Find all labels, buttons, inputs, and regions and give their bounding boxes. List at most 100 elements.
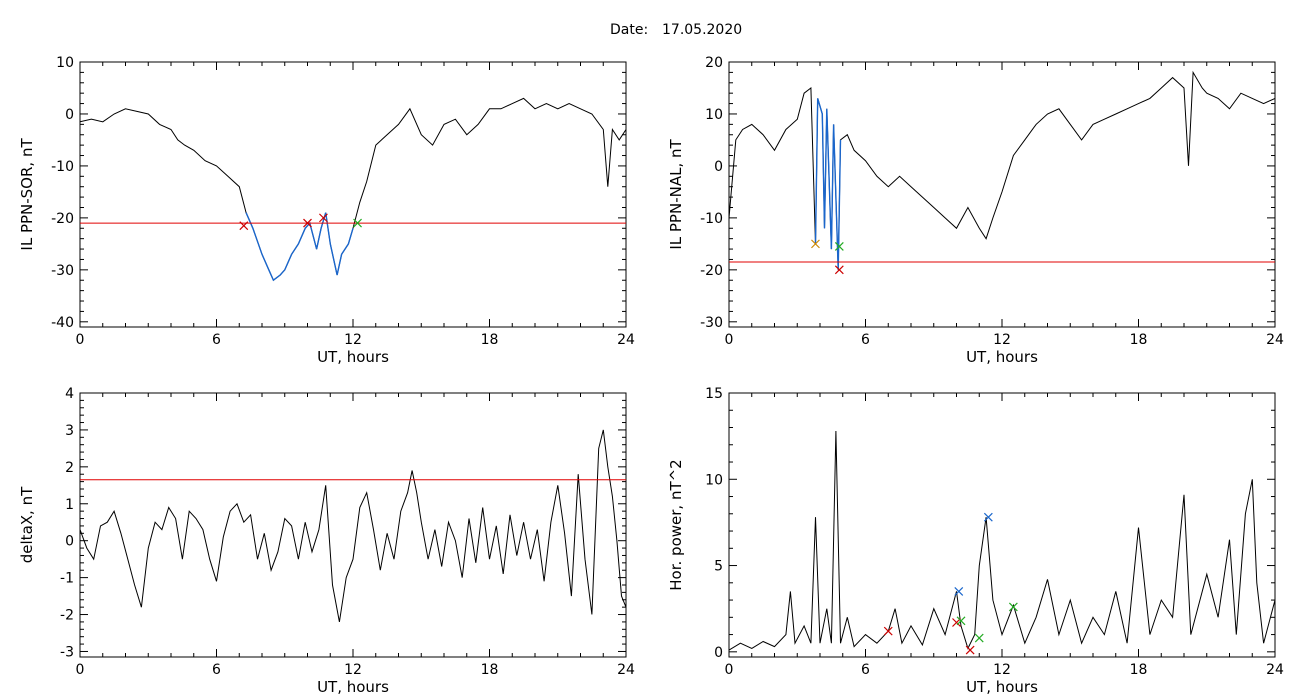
plot-area — [729, 70, 1275, 275]
x-tick-label: 24 — [617, 662, 635, 678]
data-series-line — [729, 70, 1275, 270]
marker-stroke — [974, 633, 984, 643]
x-tick-label: 18 — [481, 332, 499, 348]
x-tick-label: 18 — [1130, 662, 1148, 678]
x-axis-label: UT, hours — [966, 678, 1038, 696]
plot-frame — [79, 61, 627, 328]
x-tick-label: 12 — [993, 332, 1011, 348]
marker-stroke — [303, 218, 312, 228]
x-axis-label: UT, hours — [317, 348, 389, 366]
x-tick-label: 0 — [76, 662, 85, 678]
y-tick-label: 0 — [714, 159, 723, 175]
marker-x — [319, 213, 328, 223]
marker-stroke — [1008, 602, 1018, 612]
y-tick-label: 10 — [56, 55, 74, 71]
y-tick-label: -40 — [51, 315, 74, 331]
date-value: 17.05.2020 — [662, 22, 742, 38]
marker-x — [883, 626, 893, 636]
chart-panel-1: 0 6 12 18 24 10 0 -10 -20 -30 -40 UT, hours IL PPN-S… — [18, 55, 635, 366]
chart-panel-4: 0 6 12 18 24 15 10 5 0 UT, hours Hor. power, nT^2 — [667, 386, 1284, 696]
x-tick-label: 0 — [725, 662, 734, 678]
x-tick-label: 12 — [993, 662, 1011, 678]
marker-stroke — [883, 626, 893, 636]
marker-x — [1008, 602, 1018, 612]
y-tick-label: -30 — [700, 315, 723, 331]
marker-x — [952, 618, 961, 627]
data-series-line — [80, 97, 626, 281]
data-series-line — [729, 430, 1275, 651]
x-tick-label: 0 — [725, 332, 734, 348]
y-tick-label: 15 — [705, 386, 723, 402]
x-tick-label: 24 — [1266, 332, 1284, 348]
plot-area — [729, 430, 1275, 655]
marker-stroke — [983, 512, 993, 522]
marker-stroke — [834, 242, 844, 251]
plot-area — [80, 429, 626, 622]
x-axis-label: UT, hours — [966, 348, 1038, 366]
marker-stroke — [239, 221, 249, 231]
plot-frame — [728, 392, 1276, 658]
x-tick-label: 6 — [861, 332, 870, 348]
x-tick-label: 12 — [344, 332, 362, 348]
x-tick-label: 12 — [344, 662, 362, 678]
marker-stroke — [319, 213, 328, 223]
highlighted-segment — [814, 98, 842, 270]
y-axis-label: deltaX, nT — [18, 486, 36, 563]
x-tick-label: 24 — [1266, 662, 1284, 678]
marker-x — [983, 512, 993, 522]
y-axis-label: Hor. power, nT^2 — [667, 459, 685, 590]
y-tick-label: -10 — [700, 211, 723, 227]
marker-stroke — [965, 645, 975, 655]
marker-x — [954, 587, 964, 596]
y-tick-label: -1 — [60, 571, 74, 587]
y-tick-label: 4 — [65, 386, 74, 402]
chart-panel-3: 0 6 12 18 24 4 3 2 1 0 -1 -2 -3 UT, hours deltaX, nT — [18, 386, 635, 696]
marker-stroke — [834, 265, 844, 275]
date-label: Date: — [610, 22, 648, 38]
x-tick-label: 24 — [617, 332, 635, 348]
x-axis-label: UT, hours — [317, 678, 389, 696]
y-tick-label: 0 — [65, 107, 74, 123]
y-tick-label: 0 — [714, 645, 723, 661]
y-axis-label: IL PPN-NAL, nT — [667, 139, 685, 250]
data-series-line — [80, 429, 626, 622]
marker-x — [834, 265, 844, 275]
highlighted-segment — [245, 212, 354, 282]
y-tick-label: -3 — [60, 644, 74, 660]
marker-x — [956, 616, 966, 626]
marker-x — [239, 221, 249, 231]
marker-stroke — [952, 618, 961, 627]
marker-x — [303, 218, 312, 228]
x-tick-label: 18 — [1130, 332, 1148, 348]
x-tick-label: 6 — [212, 332, 221, 348]
y-tick-label: 5 — [714, 559, 723, 575]
y-tick-label: -10 — [51, 159, 74, 175]
y-tick-label: 20 — [705, 55, 723, 71]
y-tick-label: -20 — [51, 211, 74, 227]
marker-stroke — [956, 616, 966, 626]
x-tick-label: 6 — [212, 662, 221, 678]
marker-stroke — [353, 218, 362, 228]
x-tick-label: 18 — [481, 662, 499, 678]
marker-x — [834, 242, 844, 251]
marker-stroke — [954, 587, 964, 596]
y-tick-label: 2 — [65, 460, 74, 476]
y-tick-label: 10 — [705, 472, 723, 488]
y-axis-label: IL PPN-SOR, nT — [18, 138, 36, 251]
y-tick-label: 3 — [65, 423, 74, 439]
marker-x — [811, 239, 820, 249]
plot-area — [80, 97, 626, 282]
chart-panel-2: 0 6 12 18 24 20 10 0 -10 -20 -30 UT, hours IL PPN-NA… — [667, 55, 1284, 366]
y-tick-label: 0 — [65, 534, 74, 550]
marker-stroke — [811, 239, 820, 249]
y-tick-label: -30 — [51, 263, 74, 279]
y-tick-label: 10 — [705, 107, 723, 123]
plot-frame — [79, 392, 627, 658]
y-tick-label: -2 — [60, 608, 74, 624]
x-tick-label: 0 — [76, 332, 85, 348]
marker-x — [965, 645, 975, 655]
marker-x — [974, 633, 984, 643]
marker-x — [353, 218, 362, 228]
